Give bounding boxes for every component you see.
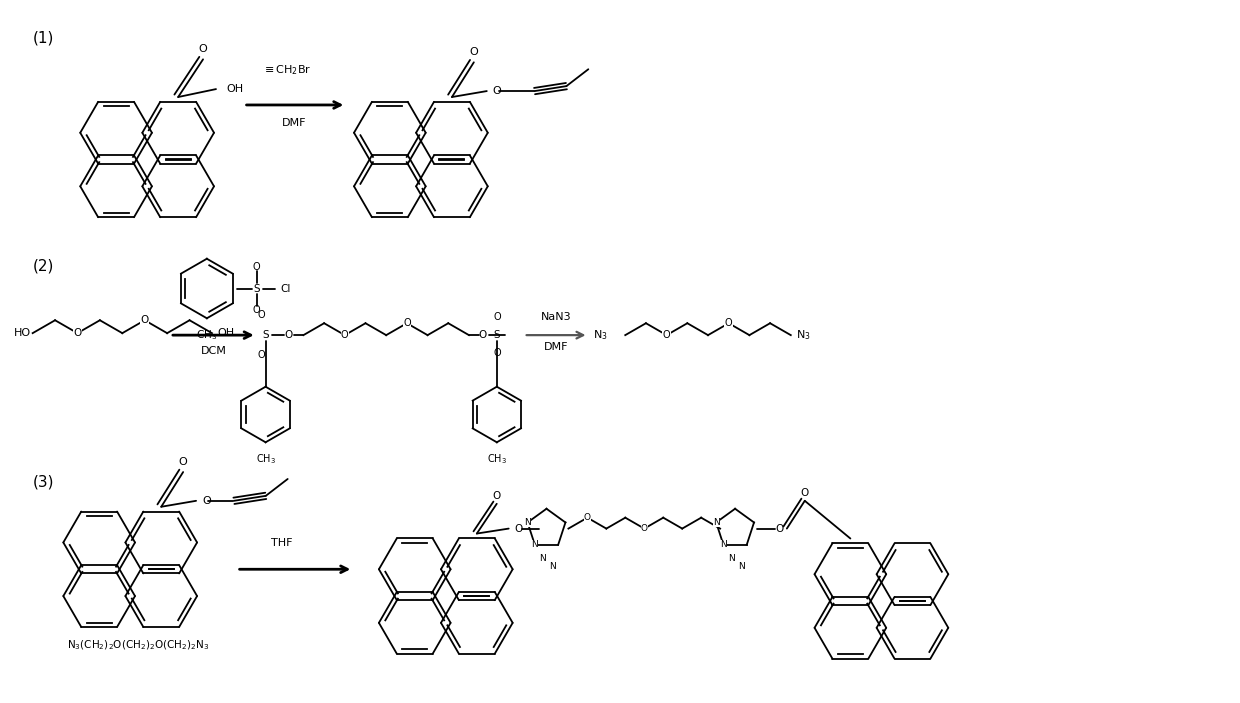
Text: O: O — [258, 310, 265, 321]
Text: Cl: Cl — [280, 283, 291, 293]
Text: N: N — [549, 562, 556, 572]
Text: CH$_3$: CH$_3$ — [196, 328, 217, 342]
Text: N: N — [525, 518, 531, 527]
Text: N: N — [532, 540, 538, 549]
Text: N$_3$: N$_3$ — [796, 328, 811, 342]
Text: O: O — [140, 315, 149, 325]
Text: S: S — [494, 330, 500, 340]
Text: O: O — [584, 513, 591, 522]
Text: DCM: DCM — [201, 346, 227, 356]
Text: O: O — [494, 348, 501, 358]
Text: $\equiv$CH$_2$Br: $\equiv$CH$_2$Br — [262, 63, 311, 77]
Text: O: O — [776, 524, 784, 534]
Text: DMF: DMF — [283, 118, 306, 128]
Text: O: O — [801, 488, 808, 498]
Text: OH: OH — [217, 328, 234, 338]
Text: O: O — [198, 44, 207, 54]
Text: N: N — [539, 555, 546, 563]
Text: O: O — [284, 330, 293, 340]
Text: (1): (1) — [32, 30, 55, 46]
Text: O: O — [470, 47, 479, 58]
Text: N: N — [728, 555, 734, 563]
Text: N: N — [720, 540, 727, 549]
Text: CH$_3$: CH$_3$ — [487, 452, 507, 466]
Text: O: O — [663, 330, 671, 340]
Text: N: N — [713, 518, 719, 527]
Text: O: O — [253, 262, 260, 271]
Text: N$_3$: N$_3$ — [594, 328, 608, 342]
Text: O: O — [258, 350, 265, 360]
Text: NaN3: NaN3 — [541, 312, 572, 322]
Text: O: O — [73, 328, 82, 338]
Text: O: O — [492, 491, 501, 501]
Text: O: O — [492, 86, 501, 96]
Text: HO: HO — [14, 328, 31, 338]
Text: (2): (2) — [32, 259, 55, 273]
Text: O: O — [479, 330, 487, 340]
Text: N$_3$(CH$_2$)$_2$O(CH$_2$)$_2$O(CH$_2$)$_2$N$_3$: N$_3$(CH$_2$)$_2$O(CH$_2$)$_2$O(CH$_2$)$… — [67, 639, 210, 652]
Text: O: O — [403, 318, 410, 328]
Text: O: O — [253, 305, 260, 316]
Text: O: O — [725, 318, 733, 328]
Text: O: O — [202, 496, 211, 506]
Text: DMF: DMF — [544, 342, 568, 352]
Text: CH$_3$: CH$_3$ — [255, 452, 275, 466]
Text: O: O — [179, 457, 187, 467]
Text: O: O — [641, 524, 647, 533]
Text: OH: OH — [226, 84, 243, 94]
Text: O: O — [515, 524, 523, 534]
Text: O: O — [341, 330, 348, 340]
Text: THF: THF — [270, 538, 293, 548]
Text: (3): (3) — [32, 474, 55, 489]
Text: S: S — [253, 283, 260, 293]
Text: O: O — [494, 312, 501, 322]
Text: S: S — [263, 330, 269, 340]
Text: N: N — [738, 562, 744, 572]
